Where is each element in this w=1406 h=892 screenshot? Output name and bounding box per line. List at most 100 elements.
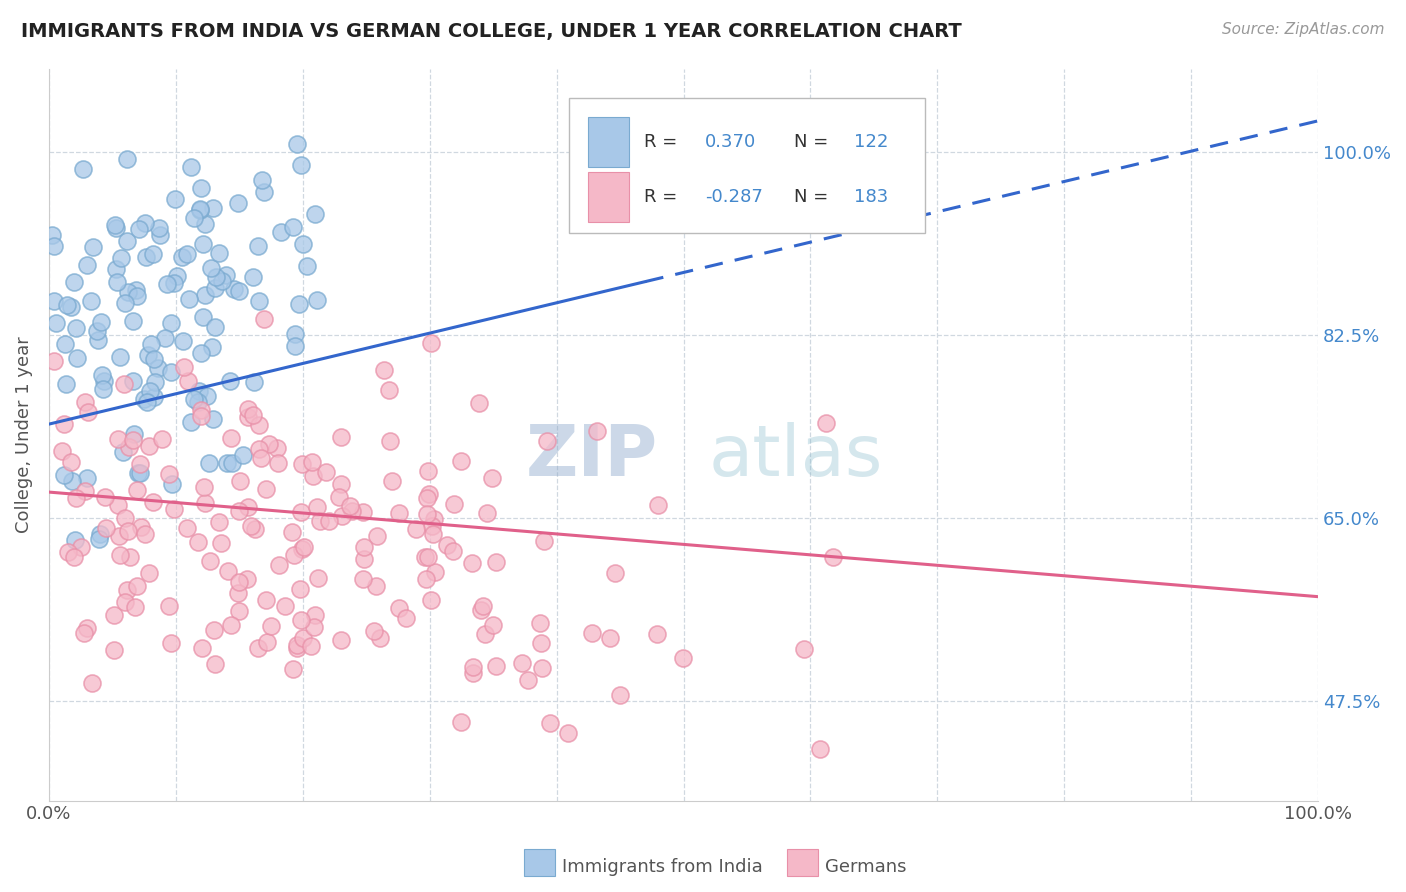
Point: [290, 582, 312, 597]
Point: [672, 651, 695, 665]
Point: [160, 477, 183, 491]
Point: [380, 434, 402, 449]
Point: [305, 293, 328, 308]
Point: [461, 666, 484, 681]
Text: 183: 183: [853, 187, 887, 206]
Point: [120, 549, 142, 564]
Point: [110, 251, 132, 265]
Point: [260, 619, 283, 633]
Point: [470, 603, 492, 617]
Point: [420, 592, 443, 607]
Point: [416, 491, 439, 506]
Point: [188, 384, 211, 398]
Point: [107, 528, 129, 542]
Point: [134, 392, 156, 406]
Point: [190, 409, 212, 423]
Point: [281, 219, 304, 234]
Point: [105, 275, 128, 289]
Point: [89, 526, 111, 541]
Point: [441, 544, 464, 558]
Point: [292, 540, 315, 554]
Point: [73, 626, 96, 640]
Point: [247, 293, 270, 308]
Point: [202, 202, 225, 216]
Point: [422, 527, 444, 541]
Point: [125, 283, 148, 297]
Point: [124, 599, 146, 614]
Point: [236, 410, 259, 425]
Point: [363, 624, 385, 638]
Point: [423, 566, 446, 580]
Point: [292, 631, 315, 645]
Point: [190, 346, 212, 360]
Point: [224, 282, 246, 296]
Point: [443, 497, 465, 511]
Point: [236, 402, 259, 417]
Point: [254, 482, 277, 496]
Point: [142, 351, 165, 366]
Point: [202, 623, 225, 637]
Point: [236, 572, 259, 586]
Point: [200, 261, 222, 276]
Point: [190, 181, 212, 195]
Point: [183, 211, 205, 225]
Point: [291, 458, 314, 472]
Point: [194, 495, 217, 509]
Point: [364, 579, 387, 593]
Point: [110, 350, 132, 364]
Point: [149, 228, 172, 243]
Point: [531, 661, 554, 675]
Point: [121, 374, 143, 388]
Point: [112, 445, 135, 459]
Point: [307, 500, 329, 514]
Point: [290, 158, 312, 172]
Point: [387, 506, 409, 520]
Point: [127, 483, 149, 497]
Point: [76, 621, 98, 635]
Point: [204, 320, 226, 334]
Point: [142, 247, 165, 261]
Point: [814, 417, 837, 431]
Point: [122, 314, 145, 328]
Point: [104, 261, 127, 276]
Point: [173, 359, 195, 374]
Point: [247, 418, 270, 433]
Point: [114, 296, 136, 310]
Point: [55, 376, 77, 391]
Text: N =: N =: [794, 133, 834, 151]
Point: [160, 317, 183, 331]
Point: [291, 541, 314, 556]
Point: [529, 616, 551, 631]
Point: [166, 269, 188, 284]
Point: [252, 173, 274, 187]
Point: [195, 388, 218, 402]
Point: [281, 524, 304, 539]
Point: [645, 627, 668, 641]
Point: [226, 586, 249, 600]
Point: [413, 549, 436, 564]
Point: [221, 456, 243, 470]
Point: [557, 726, 579, 740]
Point: [142, 390, 165, 404]
Point: [112, 376, 135, 391]
Point: [191, 641, 214, 656]
Point: [79, 293, 101, 308]
Point: [304, 608, 326, 623]
Point: [215, 456, 238, 470]
Point: [187, 395, 209, 409]
Point: [450, 453, 472, 467]
Point: [295, 259, 318, 273]
Point: [249, 451, 271, 466]
Point: [193, 480, 215, 494]
Point: [117, 524, 139, 539]
Point: [517, 673, 540, 688]
Point: [194, 217, 217, 231]
Point: [56, 545, 79, 559]
Point: [246, 238, 269, 252]
Point: [176, 247, 198, 261]
Point: [56, 298, 79, 312]
Point: [388, 601, 411, 615]
Point: [423, 512, 446, 526]
Point: [211, 274, 233, 288]
Point: [72, 162, 94, 177]
